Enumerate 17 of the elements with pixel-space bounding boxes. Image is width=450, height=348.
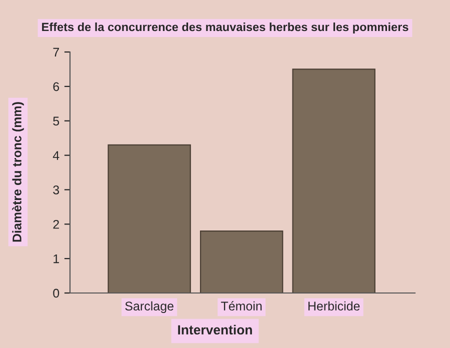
x-tick-label: Sarclage <box>125 301 174 313</box>
y-tick-label: 5 <box>53 116 60 126</box>
bar <box>108 144 191 293</box>
bar <box>292 68 376 293</box>
y-tick-label: 3 <box>53 186 60 194</box>
y-tick-label: 4 <box>52 151 60 160</box>
y-tick-label: 2 <box>53 220 59 229</box>
bar <box>200 230 284 293</box>
y-tick-label: 7 <box>53 48 59 57</box>
y-tick-label: 0 <box>53 288 60 298</box>
y-tick-label: 6 <box>53 82 60 92</box>
x-tick-label: Témoin <box>221 301 262 311</box>
x-tick-label: Herbicide <box>308 301 360 311</box>
y-tick-label: 1 <box>54 254 59 264</box>
x-axis-title: Intervention <box>178 324 252 335</box>
y-axis-title: Diamètre du tronc (mm) <box>12 102 24 242</box>
chart-title: Effets de la concurrence des mauvaises herbes sur les pommiers <box>42 22 408 34</box>
